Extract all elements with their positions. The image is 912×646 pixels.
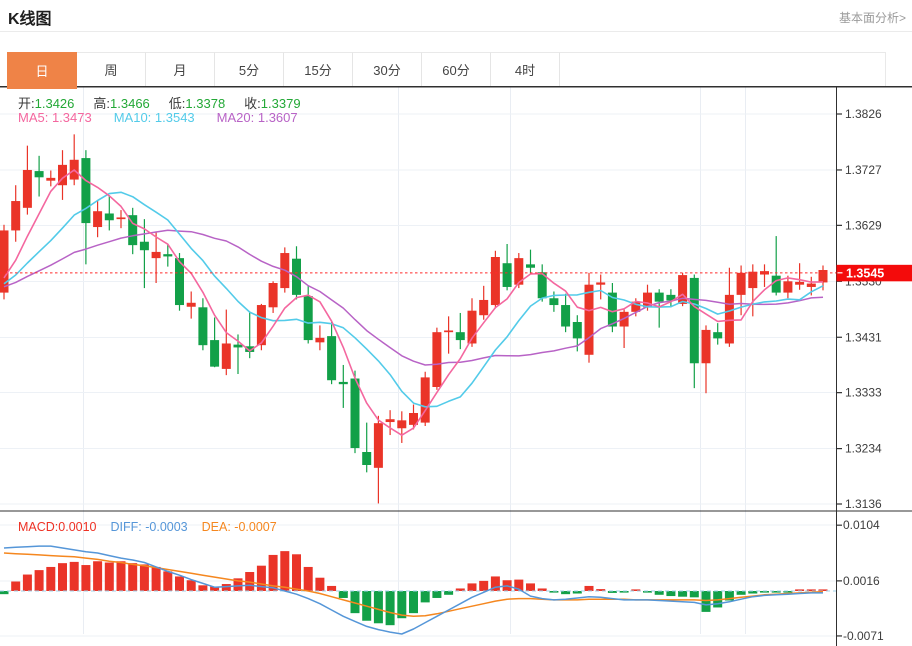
ma-lines-layer (3, 169, 824, 437)
svg-text:1.3333: 1.3333 (845, 386, 882, 400)
macd-layer (0, 545, 837, 635)
axis-labels-layer: 1.38261.37271.36291.35301.34311.33331.32… (836, 107, 884, 643)
diff-line (3, 545, 823, 635)
svg-text:-0.0071: -0.0071 (843, 629, 884, 643)
svg-text:1.3826: 1.3826 (845, 107, 882, 121)
tab-60分[interactable]: 60分 (421, 52, 491, 87)
tab-30分[interactable]: 30分 (352, 52, 422, 87)
candles-layer (0, 134, 828, 504)
ma5-line (3, 169, 824, 437)
svg-text:1.3545: 1.3545 (846, 266, 884, 280)
tab-15分[interactable]: 15分 (283, 52, 353, 87)
grid-layer (0, 87, 837, 637)
tab-4时[interactable]: 4时 (490, 52, 560, 87)
dea-line (3, 552, 824, 618)
svg-text:0.0104: 0.0104 (843, 518, 880, 532)
page-title: K线图 (8, 11, 52, 28)
svg-text:1.3136: 1.3136 (845, 497, 882, 511)
tab-周[interactable]: 周 (76, 52, 146, 87)
tab-日[interactable]: 日 (7, 52, 77, 89)
tab-5分[interactable]: 5分 (214, 52, 284, 87)
kline-chart[interactable]: 1.38261.37271.36291.35301.34311.33331.32… (0, 86, 912, 646)
ma10-line (3, 191, 824, 408)
fundamental-analysis-link[interactable]: 基本面分析> (838, 11, 906, 25)
svg-text:1.3629: 1.3629 (845, 218, 882, 232)
svg-text:1.3431: 1.3431 (845, 330, 882, 344)
current-price-badge: 1.3545 (836, 264, 912, 282)
header-divider (0, 31, 912, 32)
svg-text:1.3727: 1.3727 (845, 163, 882, 177)
svg-text:1.3234: 1.3234 (845, 442, 882, 456)
svg-text:0.0016: 0.0016 (843, 574, 880, 588)
tab-月[interactable]: 月 (145, 52, 215, 87)
interval-tabbar: 日周月 5分 15分 30分 60分 4时 (7, 52, 560, 89)
